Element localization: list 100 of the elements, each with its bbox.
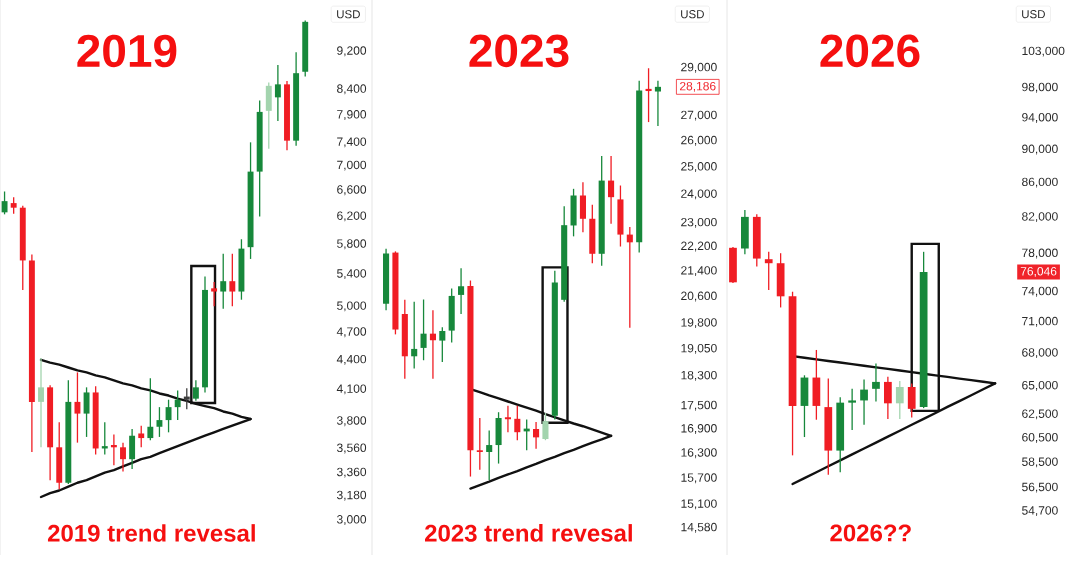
y-tick-label: 56,500 <box>1022 482 1058 493</box>
candlestick <box>28 253 35 453</box>
candlestick <box>812 349 821 421</box>
candlestick <box>636 80 643 254</box>
y-tick-label: 4,400 <box>336 354 367 365</box>
candlestick <box>284 80 290 151</box>
candlestick <box>129 428 136 470</box>
candlestick <box>895 380 904 420</box>
candlestick <box>265 81 272 150</box>
candlestick <box>174 389 181 421</box>
candlestick <box>764 251 773 291</box>
y-tick-label: 20,600 <box>681 291 717 302</box>
y-tick-label: 19,800 <box>681 318 717 329</box>
candlestick <box>495 411 502 465</box>
y-tick-label: 4,100 <box>336 384 367 395</box>
candlestick <box>429 309 436 380</box>
y-tick-label: 3,000 <box>336 515 367 526</box>
y-tick-label: 22,200 <box>681 241 717 252</box>
text: 28,186 <box>680 81 716 92</box>
candlestick <box>729 246 737 284</box>
y-tick-label: 58,500 <box>1022 457 1058 468</box>
candlestick <box>919 251 928 409</box>
y-axis-title: USD <box>681 10 704 19</box>
y-tick-label: 82,000 <box>1022 212 1058 223</box>
candlestick <box>458 267 465 315</box>
y-tick-label: 5,400 <box>337 269 367 280</box>
candlestick <box>165 399 172 433</box>
y-tick-label: 8,400 <box>337 84 367 95</box>
y-tick-label: 3,800 <box>336 416 367 427</box>
y-tick-label: 6,200 <box>337 211 367 222</box>
candlestick <box>589 204 596 264</box>
candlestick <box>848 388 857 431</box>
candlestick <box>542 412 549 441</box>
candlestick <box>800 374 809 438</box>
y-tick-label: 16,300 <box>681 448 717 459</box>
y-tick-label: 17,500 <box>681 400 717 411</box>
y-axis-title: USD <box>337 10 360 19</box>
candlestick <box>238 238 245 301</box>
y-tick-label: 19,050 <box>681 343 717 354</box>
candlestick <box>92 385 99 456</box>
candlestick <box>229 253 236 307</box>
text: 2026 <box>820 34 920 68</box>
candlestick <box>192 379 199 402</box>
annotation: 2026?? <box>830 524 911 542</box>
candlestick <box>138 424 145 448</box>
candlestick <box>579 181 586 233</box>
y-tick-label: 25,000 <box>681 162 717 173</box>
y-tick-label: 3,180 <box>336 490 367 501</box>
candlestick <box>551 270 558 421</box>
candlestick <box>411 301 418 370</box>
candlestick <box>247 141 254 260</box>
candlestick <box>570 188 577 238</box>
candlestick <box>183 387 190 410</box>
candlestick <box>617 184 624 248</box>
y-tick-label: 24,000 <box>681 189 717 200</box>
y-tick-label: 5,800 <box>337 239 367 250</box>
candlestick <box>448 287 455 344</box>
y-tick-label: 9,200 <box>337 46 367 57</box>
candlestick <box>533 421 540 450</box>
candlestick <box>788 291 797 457</box>
y-tick-label: 3,360 <box>336 467 367 478</box>
y-tick-label: 3,560 <box>336 443 367 454</box>
candlestick <box>486 429 493 481</box>
candlestick <box>420 298 427 361</box>
candlestick <box>514 405 521 441</box>
text: 2019 <box>77 34 177 68</box>
candlestick <box>836 396 845 473</box>
annotation: 2023 trend revesal <box>425 524 632 542</box>
candlestick <box>38 357 44 448</box>
candlestick <box>202 275 208 394</box>
candlestick <box>293 51 300 147</box>
y-tick-label: 26,000 <box>681 135 717 146</box>
annotation: 2019 trend revesal <box>47 524 255 542</box>
candlestick <box>74 371 81 444</box>
y-axis-title: USD <box>1022 10 1045 19</box>
candlestick <box>220 253 227 310</box>
y-tick-label: 7,000 <box>337 160 367 171</box>
y-tick-label: 103,000 <box>1022 46 1065 57</box>
candlestick <box>860 378 868 426</box>
candlestick <box>439 326 446 363</box>
candlestick <box>392 250 399 336</box>
candlestick <box>561 205 568 303</box>
candlestick <box>401 299 408 380</box>
candlestick <box>211 281 218 307</box>
y-tick-label: 6,600 <box>337 185 367 196</box>
candlestick <box>147 377 154 442</box>
candlestick <box>752 213 761 268</box>
candlestick <box>383 247 390 311</box>
candlestick <box>83 386 90 438</box>
candlestick <box>907 382 916 419</box>
candlestick <box>645 67 652 123</box>
y-tick-label: 27,000 <box>681 110 717 121</box>
candlestick <box>302 19 309 78</box>
y-tick-label: 23,000 <box>681 217 717 228</box>
y-tick-label: 90,000 <box>1022 144 1058 155</box>
candlestick <box>872 362 880 403</box>
y-tick-label: 71,000 <box>1022 316 1058 327</box>
y-tick-label: 29,000 <box>681 62 717 73</box>
candlestick <box>467 279 474 478</box>
candlestick <box>120 441 126 473</box>
